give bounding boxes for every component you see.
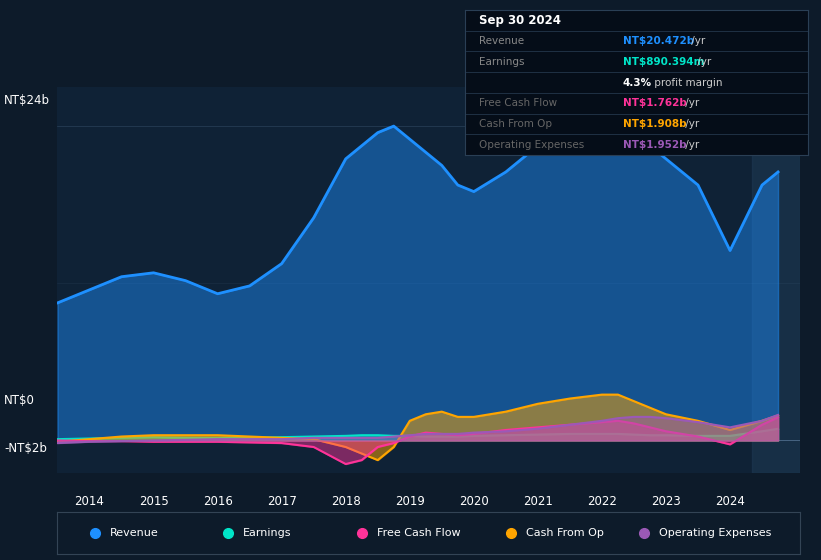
Text: Operating Expenses: Operating Expenses xyxy=(659,529,772,538)
Text: 2021: 2021 xyxy=(523,494,553,508)
Text: /yr: /yr xyxy=(694,57,711,67)
Text: Free Cash Flow: Free Cash Flow xyxy=(479,98,557,108)
Text: 2024: 2024 xyxy=(715,494,745,508)
Text: Revenue: Revenue xyxy=(109,529,158,538)
Text: /yr: /yr xyxy=(681,139,699,150)
Text: 2018: 2018 xyxy=(331,494,360,508)
Bar xyxy=(752,87,800,473)
Text: 4.3%: 4.3% xyxy=(623,77,652,87)
Text: 2016: 2016 xyxy=(203,494,232,508)
Text: NT$0: NT$0 xyxy=(4,394,35,407)
Text: Revenue: Revenue xyxy=(479,36,524,46)
Text: profit margin: profit margin xyxy=(651,77,722,87)
Text: NT$24b: NT$24b xyxy=(4,94,50,108)
Text: NT$1.762b: NT$1.762b xyxy=(623,98,686,108)
Text: Operating Expenses: Operating Expenses xyxy=(479,139,584,150)
Text: /yr: /yr xyxy=(681,98,699,108)
Text: NT$20.472b: NT$20.472b xyxy=(623,36,694,46)
Text: 2015: 2015 xyxy=(139,494,168,508)
Text: Earnings: Earnings xyxy=(479,57,525,67)
Text: 2020: 2020 xyxy=(459,494,488,508)
Text: Sep 30 2024: Sep 30 2024 xyxy=(479,14,561,27)
Text: /yr: /yr xyxy=(688,36,705,46)
Text: 2019: 2019 xyxy=(395,494,424,508)
Text: Free Cash Flow: Free Cash Flow xyxy=(377,529,461,538)
Text: NT$1.908b: NT$1.908b xyxy=(623,119,686,129)
Text: 2017: 2017 xyxy=(267,494,296,508)
Text: Cash From Op: Cash From Op xyxy=(525,529,603,538)
Text: 2014: 2014 xyxy=(75,494,104,508)
Text: Cash From Op: Cash From Op xyxy=(479,119,552,129)
Text: NT$890.394m: NT$890.394m xyxy=(623,57,704,67)
Text: Earnings: Earnings xyxy=(243,529,291,538)
Text: /yr: /yr xyxy=(681,119,699,129)
Text: -NT$2b: -NT$2b xyxy=(4,441,47,455)
Text: 2022: 2022 xyxy=(587,494,617,508)
Text: 2023: 2023 xyxy=(651,494,681,508)
Text: NT$1.952b: NT$1.952b xyxy=(623,139,686,150)
